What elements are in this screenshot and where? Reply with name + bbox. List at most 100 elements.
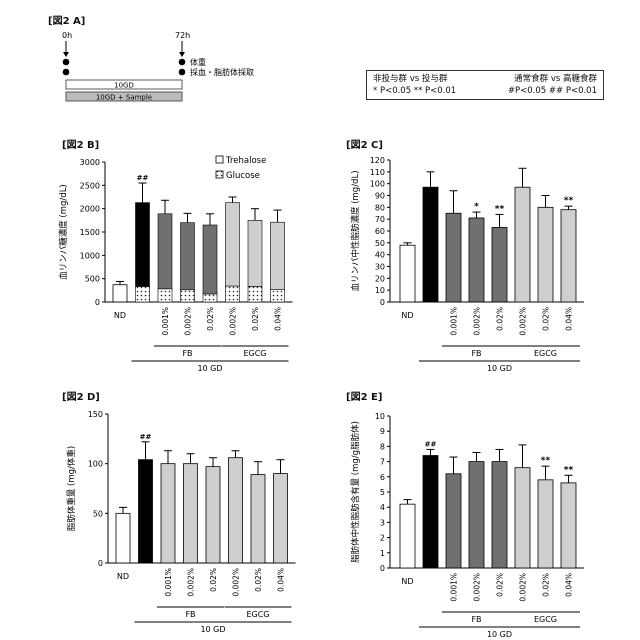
y-axis-title: 脂肪体重量 (mg/体重) [66, 446, 77, 531]
y-tick-label: 2000 [80, 205, 100, 214]
group-label-egcg: EGCG [534, 349, 557, 358]
bar-glucose-segment [248, 287, 262, 302]
x-tick-label: 0.001% [161, 307, 170, 336]
time-end-label: 72h [175, 31, 190, 40]
y-tick-label: 0 [380, 298, 385, 307]
x-tick-label: ND [117, 572, 129, 581]
bar-glucose-segment [271, 289, 285, 302]
bar [561, 483, 576, 568]
y-tick-label: 150 [88, 410, 103, 419]
bar-glucose-segment [136, 287, 150, 302]
legend-label-glucose: Glucose [226, 171, 260, 181]
bar [515, 187, 530, 302]
x-tick-label: 0.001% [450, 307, 459, 336]
y-tick-label: 100 [370, 180, 385, 189]
bar [515, 468, 530, 568]
y-tick-label: 3 [380, 518, 385, 527]
legend-row1-right: 通常食群 vs 高糖食群 [514, 73, 597, 85]
significance-mark: * [474, 202, 479, 212]
significance-mark: ** [564, 465, 574, 475]
group-label-fb: FB [185, 610, 195, 619]
significance-mark: ## [140, 433, 152, 441]
group-label-fb: FB [471, 349, 481, 358]
x-tick-label: 0.002% [473, 307, 482, 336]
y-tick-label: 9 [380, 427, 385, 436]
panel-a-timeline: 0h 72h 体重 採血・脂肪体採取 10GD 10GD + Sample [0, 0, 320, 110]
bar [469, 462, 484, 568]
legend-row1-left: 非投与群 vs 投与群 [373, 73, 447, 85]
x-tick-label: 0.002% [519, 573, 528, 602]
bar [251, 475, 265, 563]
y-tick-label: 60 [375, 227, 385, 236]
x-tick-label: 0.002% [232, 568, 241, 597]
significance-mark: ## [137, 174, 149, 182]
time-start-label: 0h [62, 31, 72, 40]
x-tick-label: 0.02% [206, 307, 215, 331]
y-tick-label: 10 [375, 412, 385, 421]
y-tick-label: 0 [98, 559, 103, 568]
bar [116, 513, 130, 563]
y-tick-label: 6 [380, 473, 385, 482]
start-dot-1 [63, 59, 70, 66]
chart-c: 0102030405060708090100110120血リンパ中性脂肪濃度 (… [320, 150, 640, 380]
y-tick-label: 8 [380, 442, 385, 451]
x-tick-label: 0.02% [542, 573, 551, 597]
bar-trehalose-segment [248, 220, 262, 286]
y-tick-label: 500 [85, 275, 100, 284]
x-tick-label: 0.001% [164, 568, 173, 597]
legend-swatch-trehalose [216, 156, 223, 163]
y-axis-title: 脂肪体中性脂肪含有量 (mg/g脂肪体) [350, 421, 361, 563]
panel-a-svg: 0h 72h 体重 採血・脂肪体採取 10GD 10GD + Sample [0, 0, 320, 110]
bar [538, 207, 553, 302]
x-tick-label: 0.002% [473, 573, 482, 602]
y-tick-label: 1500 [80, 228, 100, 237]
y-tick-label: 20 [375, 274, 385, 283]
bottom-label: 10 GD [200, 625, 225, 634]
bar-glucose-segment [181, 290, 195, 302]
significance-mark: ## [425, 440, 437, 448]
legend-label-trehalose: Trehalose [225, 156, 266, 166]
significance-legend: 非投与群 vs 投与群 通常食群 vs 高糖食群 * P<0.05 ** P<0… [366, 70, 604, 100]
bar [229, 458, 243, 563]
bar [423, 187, 438, 302]
bar-glucose-segment [226, 286, 240, 302]
bar [184, 464, 198, 563]
end-dot-2 [179, 69, 186, 76]
bar [446, 474, 461, 568]
bar [423, 456, 438, 568]
chart-d: 0 50 100 150 脂肪体重量 (mg/体重) ND ## 0.001% 0.002% 0.… [0, 402, 320, 640]
bar-trehalose-segment [203, 225, 217, 294]
group-label-egcg: EGCG [534, 615, 557, 624]
bar [139, 460, 153, 563]
x-tick-label: 0.04% [565, 573, 574, 597]
x-tick-label: 0.02% [209, 568, 218, 592]
y-tick-label: 3000 [80, 158, 100, 167]
end-label-1: 体重 [190, 57, 206, 67]
x-tick-label: 0.02% [254, 568, 263, 592]
bar [400, 245, 415, 302]
bar [446, 213, 461, 302]
panel-d-title: [図2 D] [62, 388, 100, 403]
x-tick-label: 0.002% [519, 307, 528, 336]
y-tick-label: 7 [380, 458, 385, 467]
bottom-label: 10 GD [487, 364, 512, 373]
significance-mark: ** [495, 204, 505, 214]
x-tick-label: 0.001% [450, 573, 459, 602]
y-tick-label: 90 [375, 192, 385, 201]
bar-trehalose-segment [136, 203, 150, 287]
bar [274, 474, 288, 563]
y-tick-label: 50 [93, 509, 103, 518]
y-tick-label: 5 [380, 488, 385, 497]
y-tick-label: 100 [88, 460, 103, 469]
bar [492, 227, 507, 302]
panel-c-title: [図2 C] [346, 136, 383, 151]
x-tick-label: 0.04% [274, 307, 283, 331]
bar-trehalose-segment [226, 203, 240, 287]
bar-trehalose-segment [271, 222, 285, 289]
y-tick-label: 70 [375, 215, 385, 224]
group-label-fb: FB [182, 349, 192, 358]
y-tick-label: 2 [380, 534, 385, 543]
bar [538, 480, 553, 568]
bar [400, 504, 415, 568]
y-tick-label: 30 [375, 263, 385, 272]
